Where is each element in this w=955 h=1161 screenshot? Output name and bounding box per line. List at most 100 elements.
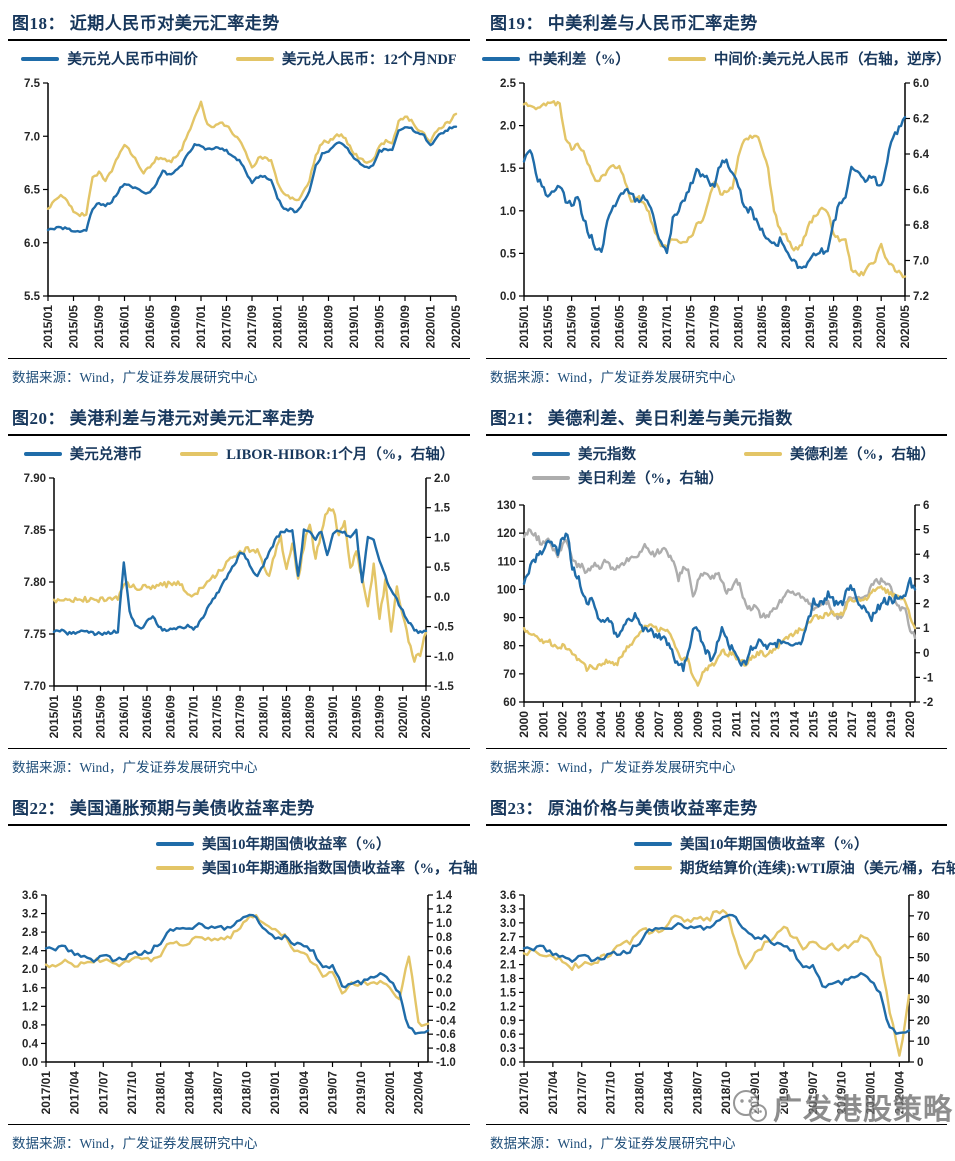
legend-label: 美元兑人民币：12个月NDF [281, 52, 457, 68]
legend-swatch-blue [156, 841, 194, 846]
legend-item: 期货结算价(连续):WTI原油（美元/桶，右轴） [634, 857, 955, 878]
y-tick-label-right: 80 [917, 890, 930, 902]
x-tick-label: 2013 [768, 711, 782, 738]
y-tick-label-left: 7.85 [24, 525, 47, 537]
legend-item: 美元兑港币 [23, 443, 143, 464]
figure-23-data-source: 数据来源：Wind，广发证券发展研究中心 [486, 1124, 947, 1161]
series-line-yellow [522, 585, 917, 687]
x-tick-label: 2020/01 [864, 1071, 878, 1115]
x-tick-label: 2014 [787, 711, 801, 738]
y-tick-label-right: -0.6 [436, 1029, 456, 1041]
legend-swatch-yellow [235, 56, 274, 61]
x-tick-label: 2019/01 [326, 695, 340, 739]
legend-label: LIBOR-HIBOR:1个月（%，右轴） [226, 447, 455, 463]
x-tick-label: 2019/01 [347, 305, 361, 349]
y-tick-label-right: 2 [923, 599, 929, 611]
y-tick-label-left: 7.75 [24, 629, 47, 641]
x-tick-label: 2019 [884, 711, 898, 738]
legend-swatch-yellow [156, 865, 194, 870]
x-tick-label: 2019/01 [803, 305, 817, 349]
y-tick-label-left: 100 [497, 584, 516, 596]
y-tick-label-left: 3.0 [500, 918, 516, 930]
x-tick-label: 2019/01 [748, 1071, 762, 1115]
y-tick-label-right: 0.5 [434, 562, 451, 574]
x-tick-label: 2018/01 [256, 695, 270, 739]
x-tick-label: 2020/01 [424, 305, 438, 349]
x-tick-label: 2017/01 [39, 1071, 53, 1115]
figure-20-title: 图20： 美港利差与港元对美元汇率走势 [8, 399, 470, 436]
x-tick-label: 2018/05 [280, 695, 294, 739]
x-tick-label: 2020/04 [892, 1071, 906, 1115]
x-tick-label: 2015/09 [565, 305, 579, 349]
x-tick-label: 2015/01 [47, 695, 61, 739]
x-tick-label: 2019/10 [354, 1071, 368, 1115]
x-tick-label: 2018/01 [271, 305, 285, 349]
y-tick-label-left: 110 [497, 556, 516, 568]
figure-19: 图19： 中美利差与人民币汇率走势 中美利差（%） 中间价:美元兑人民币（右轴，逆… [478, 0, 955, 395]
x-tick-label: 2018/04 [661, 1071, 675, 1115]
legend-item: 美元兑人民币：12个月NDF [235, 48, 457, 69]
y-tick-label-left: 5.5 [24, 291, 41, 303]
y-tick-label-left: 3.6 [22, 890, 38, 902]
figure-22: 图22： 美国通胀预期与美债收益率走势 美国10年期国债收益率（%） 美国10年期… [0, 785, 478, 1161]
x-tick-label: 2018/09 [303, 695, 317, 739]
figure-22-title: 图22： 美国通胀预期与美债收益率走势 [8, 789, 470, 826]
x-tick-label: 2019/04 [297, 1071, 311, 1115]
x-tick-label: 2019/04 [777, 1071, 791, 1115]
y-tick-label-left: 6.0 [24, 238, 40, 250]
y-tick-label-right: 3 [923, 574, 929, 586]
y-tick-label-right: 0.6 [436, 946, 452, 958]
series-line-blue [522, 115, 907, 270]
x-tick-label: 2016/01 [588, 305, 602, 349]
y-tick-label-right: -0.2 [436, 1001, 456, 1013]
y-tick-label-right: 1.4 [436, 890, 453, 902]
legend-label: 中间价:美元兑人民币（右轴，逆序） [713, 52, 951, 68]
y-tick-label-left: 130 [497, 500, 516, 512]
x-tick-label: 2017/09 [245, 305, 259, 349]
y-tick-label-right: 1.2 [436, 904, 452, 916]
y-tick-label-left: 7.70 [24, 681, 46, 693]
y-tick-label-right: 30 [917, 994, 930, 1006]
figure-20-legend: 美元兑港币 LIBOR-HIBOR:1个月（%，右轴） [8, 443, 470, 464]
x-tick-label: 2020/01 [874, 305, 888, 349]
x-tick-label: 2017/05 [210, 695, 224, 739]
figure-22-line-chart: 3.6 3.2 2.8 2.4 2.0 1.6 1.2 0.8 0.4 0.0 1.4 1.2 1.0 0… [22, 890, 456, 1115]
y-tick-label-left: 7.0 [24, 131, 40, 143]
y-tick-label-left: 1.6 [22, 983, 38, 995]
y-tick-label-right: -1 [923, 672, 934, 684]
x-tick-label: 2016/05 [140, 695, 154, 739]
figure-21-data-source: 数据来源：Wind，广发证券发展研究中心 [486, 748, 947, 785]
y-tick-label-right: 7.2 [913, 291, 929, 303]
x-tick-label: 2020/05 [898, 305, 912, 349]
legend-swatch-blue [482, 56, 521, 61]
x-tick-label: 2002 [556, 711, 570, 738]
legend-label: 美元兑港币 [69, 447, 143, 463]
y-tick-label-left: 0.5 [500, 248, 517, 260]
x-tick-label: 2019/09 [850, 305, 864, 349]
x-tick-label: 2020/04 [411, 1071, 425, 1115]
x-tick-label: 2008 [671, 711, 685, 738]
y-tick-label-left: 2.5 [500, 78, 517, 90]
y-tick-label-left: 1.0 [500, 206, 516, 218]
series-line-blue [522, 532, 917, 673]
y-tick-label-right: 6.4 [913, 149, 930, 161]
figure-20-data-source: 数据来源：Wind，广发证券发展研究中心 [8, 748, 470, 785]
y-tick-label-right: 1.5 [434, 503, 451, 515]
x-tick-label: 2011 [729, 711, 743, 737]
legend-item: 美国10年期通胀指数国债收益率（%，右轴） [156, 857, 478, 878]
y-tick-label-right: 0.8 [436, 932, 453, 944]
legend-row: 美元兑港币 LIBOR-HIBOR:1个月（%，右轴） [23, 443, 455, 464]
x-tick-label: 2019/10 [835, 1071, 849, 1115]
legend-row: 美元兑人民币中间价 美元兑人民币：12个月NDF [21, 48, 457, 69]
legend-item: 美元兑人民币中间价 [21, 48, 198, 69]
x-tick-label: 2016/05 [612, 305, 626, 349]
legend-swatch-gray [532, 475, 570, 480]
figure-19-legend: 中美利差（%） 中间价:美元兑人民币（右轴，逆序） [482, 48, 951, 69]
figure-20-line-chart: 7.90 7.85 7.80 7.75 7.70 2.0 1.5 1.0 0.5 0.0 -0.5 -… [24, 473, 455, 739]
y-tick-label-left: 80 [503, 641, 516, 653]
x-tick-label: 2017/01 [194, 305, 208, 349]
x-tick-label: 2017/04 [68, 1071, 82, 1115]
x-tick-label: 2015/05 [541, 305, 555, 349]
legend-label: 美德利差（%，右轴） [790, 447, 935, 463]
